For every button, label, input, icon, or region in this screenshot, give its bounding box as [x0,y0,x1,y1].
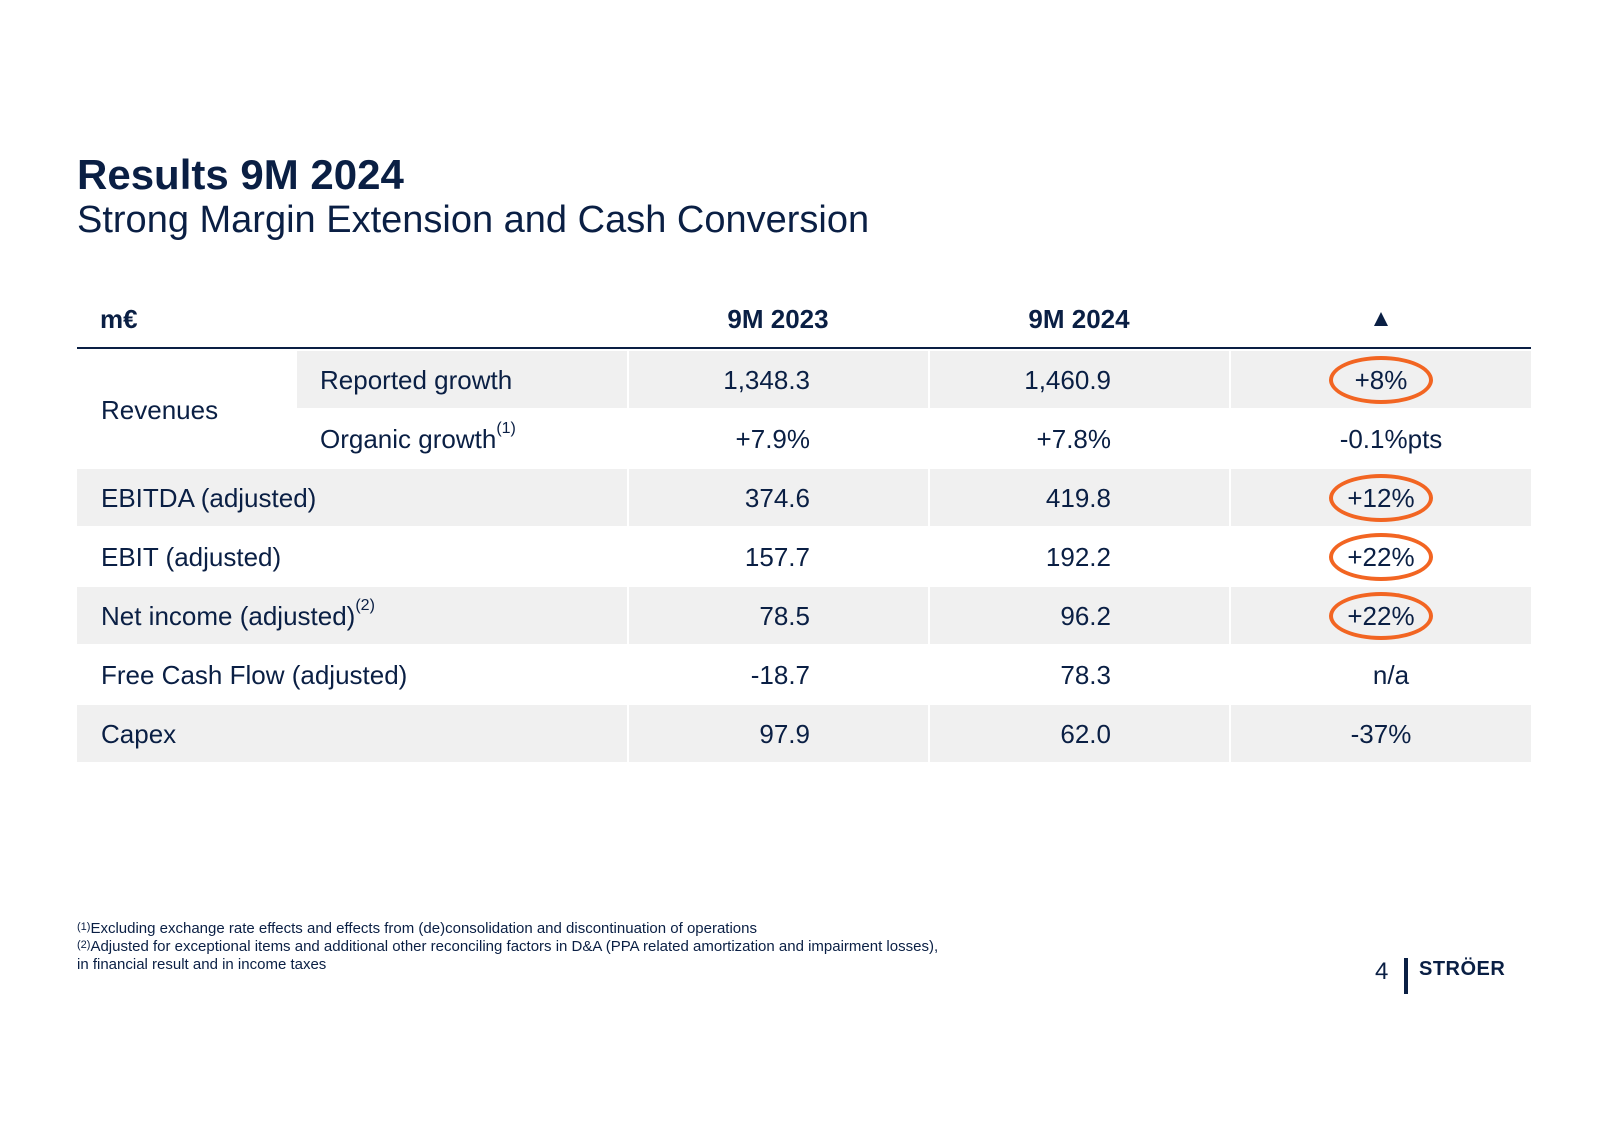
value-delta: +22% [1347,542,1415,572]
cell-9m-2023: 97.9 [629,705,928,762]
revenues-label-cell: Revenues [77,351,295,467]
cell-9m-2024: 192.2 [930,528,1229,585]
row-label-cell: EBIT (adjusted) [77,528,627,585]
value-9m-2023: +7.9% [735,424,810,454]
value-9m-2024: 192.2 [1045,542,1111,572]
value-delta: +8% [1354,365,1408,395]
cell-9m-2024: 419.8 [930,469,1229,526]
cell-9m-2024: 62.0 [930,705,1229,762]
cell-delta: n/a [1231,646,1531,703]
value-delta: n/a [1372,660,1410,690]
table-row: Organic growth(1) +7.9% +7.8% -0.1%pts [295,410,1531,467]
page-title: Results 9M 2024 [77,151,404,198]
value-9m-2023: 97.9 [759,719,810,749]
value-9m-2023: 374.6 [744,483,810,513]
table-row: EBIT (adjusted) 157.7 192.2 +22% [77,528,1531,585]
cell-9m-2024: 1,460.9 [930,351,1229,408]
table-row: Reported growth 1,348.3 1,460.9 +8% [295,351,1531,408]
cell-9m-2024: 78.3 [930,646,1229,703]
value-9m-2024: 1,460.9 [1024,365,1111,395]
footer-divider [1404,958,1408,994]
row-label-cell: Organic growth(1) [297,410,627,467]
cell-9m-2023: 157.7 [629,528,928,585]
highlight-ring [1329,473,1433,522]
value-delta: -37% [1350,719,1412,749]
value-9m-2024: 78.3 [1060,660,1111,690]
cell-9m-2024: 96.2 [930,587,1229,644]
row-label: Reported growth [320,365,513,395]
revenues-label: Revenues [101,395,219,425]
value-delta: +22% [1347,601,1415,631]
cell-9m-2023: 1,348.3 [629,351,928,408]
header-unit: m€ [100,304,138,334]
value-9m-2024: 62.0 [1060,719,1111,749]
page-subtitle: Strong Margin Extension and Cash Convers… [77,199,870,241]
value-9m-2024: +7.8% [1036,424,1111,454]
results-table: m€ 9M 2023 9M 2024 ▲ Revenues Reported g… [77,290,1531,762]
table-row: Free Cash Flow (adjusted) -18.7 78.3 n/a [77,646,1531,703]
row-label: Net income (adjusted)(2) [101,597,375,632]
footnote-2-mark: (2) [77,939,91,951]
footnote-1: (1)Excluding exchange rate effects and e… [77,920,938,938]
row-label-text: Net income (adjusted) [101,601,356,631]
value-9m-2024: 419.8 [1045,483,1111,513]
table-row: Capex 97.9 62.0 -37% [77,705,1531,762]
row-label: Free Cash Flow (adjusted) [101,660,408,690]
highlight-ring [1329,591,1433,640]
value-delta: +12% [1347,483,1415,513]
header-9m-2024: 9M 2024 [1028,304,1130,334]
cell-9m-2023: -18.7 [629,646,928,703]
value-9m-2023: 78.5 [759,601,810,631]
footnote-ref: (1) [496,420,516,437]
stroeer-logo: STRÖER [1419,958,1506,980]
cell-9m-2023: 78.5 [629,587,928,644]
value-9m-2023: 157.7 [744,542,810,572]
row-label: EBITDA (adjusted) [101,483,317,513]
highlight-ring [1329,532,1433,581]
highlight-ring [1329,355,1433,404]
footnote-1-mark: (1) [77,921,91,933]
cell-9m-2023: 374.6 [629,469,928,526]
footnote-ref: (2) [355,597,375,614]
cell-9m-2023: +7.9% [629,410,928,467]
row-label-text: Organic growth [320,424,497,454]
cell-delta: +22% [1231,587,1531,644]
cell-delta: +8% [1231,351,1531,408]
value-9m-2023: -18.7 [750,660,810,690]
row-label: Capex [101,719,177,749]
row-label: Organic growth(1) [320,420,516,455]
footnote-2-text: Adjusted for exceptional items and addit… [90,938,939,955]
row-label-cell: Reported growth [297,351,627,408]
footnote-1-text: Excluding exchange rate effects and effe… [90,920,757,937]
cell-delta: -0.1%pts [1231,410,1531,467]
table-header: m€ 9M 2023 9M 2024 ▲ [77,290,1531,349]
row-label-cell: EBITDA (adjusted) [77,469,627,526]
value-delta: -0.1%pts [1339,424,1443,454]
cell-delta: +22% [1231,528,1531,585]
row-label-cell: Free Cash Flow (adjusted) [77,646,627,703]
page-number: 4 [1375,958,1389,985]
row-label-cell: Capex [77,705,627,762]
row-label-cell: Net income (adjusted)(2) [77,587,627,644]
table-row: Net income (adjusted)(2) 78.5 96.2 +22% [77,587,1531,644]
footnotes: (1)Excluding exchange rate effects and e… [77,920,938,974]
cell-delta: +12% [1231,469,1531,526]
header-delta-icon: ▲ [1369,305,1393,332]
footnote-2-cont: in financial result and in income taxes [77,956,327,973]
cell-9m-2024: +7.8% [930,410,1229,467]
cell-delta: -37% [1231,705,1531,762]
value-9m-2023: 1,348.3 [723,365,810,395]
value-9m-2024: 96.2 [1060,601,1111,631]
revenues-block: Revenues Reported growth 1,348.3 1,460.9… [77,351,1531,467]
row-label: EBIT (adjusted) [101,542,282,572]
header-9m-2023: 9M 2023 [727,304,829,334]
footnote-2: (2)Adjusted for exceptional items and ad… [77,938,938,956]
table-row: EBITDA (adjusted) 374.6 419.8 +12% [77,469,1531,526]
